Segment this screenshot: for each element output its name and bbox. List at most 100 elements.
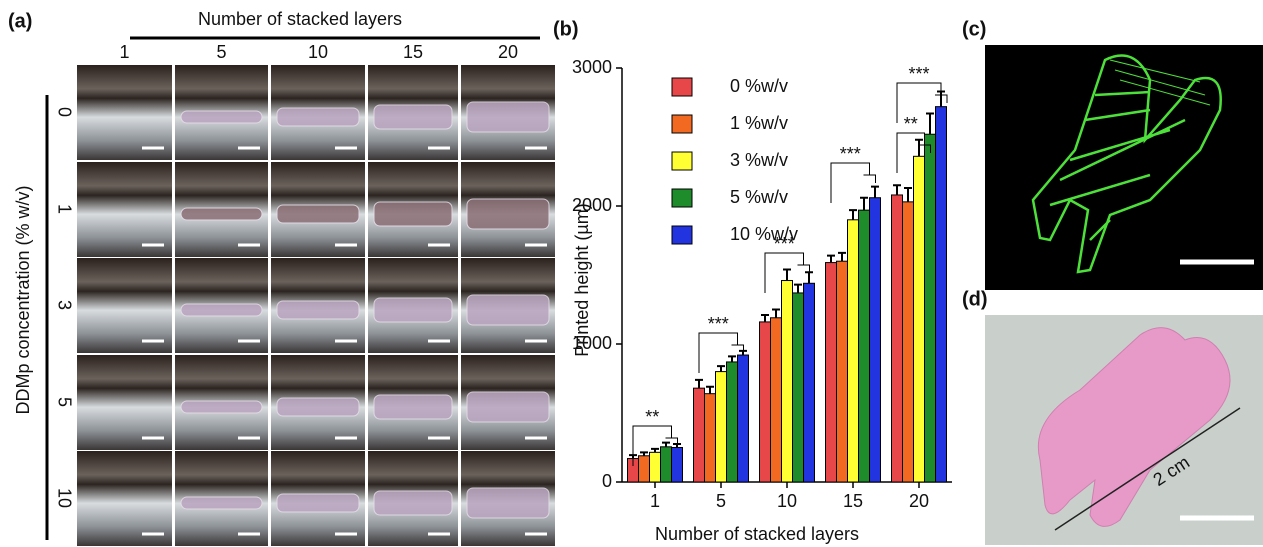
- bar: [671, 447, 683, 483]
- x-tick-label: 5: [716, 491, 726, 511]
- photo: [77, 162, 172, 257]
- error-bar: [827, 254, 835, 263]
- bar: [902, 201, 914, 483]
- print-sample: [466, 101, 550, 133]
- bar: [836, 260, 848, 483]
- x-tick-label: 20: [909, 491, 929, 511]
- print-sample: [466, 391, 550, 423]
- column-label: 15: [403, 42, 423, 62]
- render-image: [985, 45, 1263, 290]
- error-bar: [849, 209, 857, 220]
- bar: [715, 371, 727, 483]
- row-title: DDMp concentration (% w/v): [13, 185, 33, 414]
- print-sample: [180, 207, 263, 221]
- panel-a-title: Number of stacked layers: [198, 9, 402, 29]
- print-sample: [466, 198, 550, 230]
- print-sample: [466, 487, 550, 519]
- x-tick-label: 15: [843, 491, 863, 511]
- photo: [77, 258, 172, 353]
- error-bar: [860, 196, 868, 211]
- print-sample: [276, 204, 360, 224]
- legend-swatch: [671, 225, 693, 245]
- error-bar: [640, 451, 648, 456]
- print-sample: [276, 397, 360, 417]
- row-label: 0: [54, 107, 74, 117]
- bar: [660, 446, 672, 483]
- row-label: 1: [54, 204, 74, 214]
- bar: [924, 133, 936, 483]
- panel-label: (d): [962, 288, 988, 310]
- y-tick-label: 3000: [572, 57, 612, 77]
- error-bar: [805, 271, 813, 284]
- error-bar: [761, 314, 769, 322]
- error-bar: [794, 283, 802, 293]
- bar: [869, 197, 881, 483]
- significance-label: ***: [840, 144, 861, 164]
- significance-label: ***: [774, 234, 795, 254]
- legend-label: 10 %w/v: [730, 224, 798, 244]
- error-bar: [783, 268, 791, 281]
- print-sample: [180, 496, 263, 510]
- significance-bracket: [830, 162, 876, 203]
- print-sample: [373, 201, 453, 227]
- error-bar: [915, 138, 923, 157]
- bar: [825, 262, 837, 483]
- error-bar: [717, 365, 725, 372]
- print-sample: [466, 294, 550, 326]
- x-tick-label: 1: [650, 491, 660, 511]
- print-sample: [180, 303, 263, 317]
- print-sample: [373, 297, 453, 323]
- significance-bracket: [698, 332, 744, 373]
- x-axis-title: Number of stacked layers: [655, 524, 859, 544]
- error-bar: [662, 441, 670, 447]
- panel-label: (b): [553, 18, 579, 40]
- row-label: 5: [54, 397, 74, 407]
- column-label: 10: [308, 42, 328, 62]
- legend-label: 1 %w/v: [730, 113, 788, 133]
- column-label: 20: [498, 42, 518, 62]
- bar: [693, 387, 705, 483]
- bar: [792, 292, 804, 483]
- bar: [759, 321, 771, 483]
- y-tick-label: 0: [602, 471, 612, 491]
- row-label: 10: [54, 488, 74, 508]
- print-sample: [373, 104, 453, 130]
- bar: [770, 317, 782, 483]
- bar: [726, 361, 738, 483]
- panel-label: (c): [962, 18, 986, 40]
- x-tick-label: 10: [777, 491, 797, 511]
- panel-label: (a): [8, 10, 32, 32]
- error-bar: [772, 308, 780, 318]
- tooth-wireframe: [1031, 54, 1222, 274]
- bar: [737, 354, 749, 483]
- error-bar: [706, 385, 714, 394]
- print-sample: [276, 300, 360, 320]
- significance-label: ***: [708, 314, 729, 334]
- bar: [913, 155, 925, 483]
- legend-label: 0 %w/v: [730, 76, 788, 96]
- legend-label: 5 %w/v: [730, 187, 788, 207]
- significance-bracket: [896, 132, 931, 173]
- error-bar: [728, 355, 736, 362]
- print-sample: [276, 493, 360, 513]
- significance-bracket: [896, 82, 948, 123]
- bar: [847, 219, 859, 483]
- printed-tooth: [1037, 327, 1231, 527]
- legend-swatch: [671, 188, 693, 208]
- legend-swatch: [671, 114, 693, 134]
- error-bar: [695, 378, 703, 389]
- error-bar: [893, 184, 901, 195]
- bar: [781, 280, 793, 483]
- legend-swatch: [671, 151, 693, 171]
- significance-bracket: [632, 425, 678, 466]
- photo: [77, 355, 172, 450]
- bar: [891, 194, 903, 483]
- error-bar: [838, 251, 846, 262]
- bar: [649, 451, 661, 483]
- error-bar: [871, 185, 879, 198]
- significance-label: **: [904, 114, 918, 134]
- bar: [638, 455, 650, 483]
- photo: [77, 65, 172, 160]
- column-label: 5: [216, 42, 226, 62]
